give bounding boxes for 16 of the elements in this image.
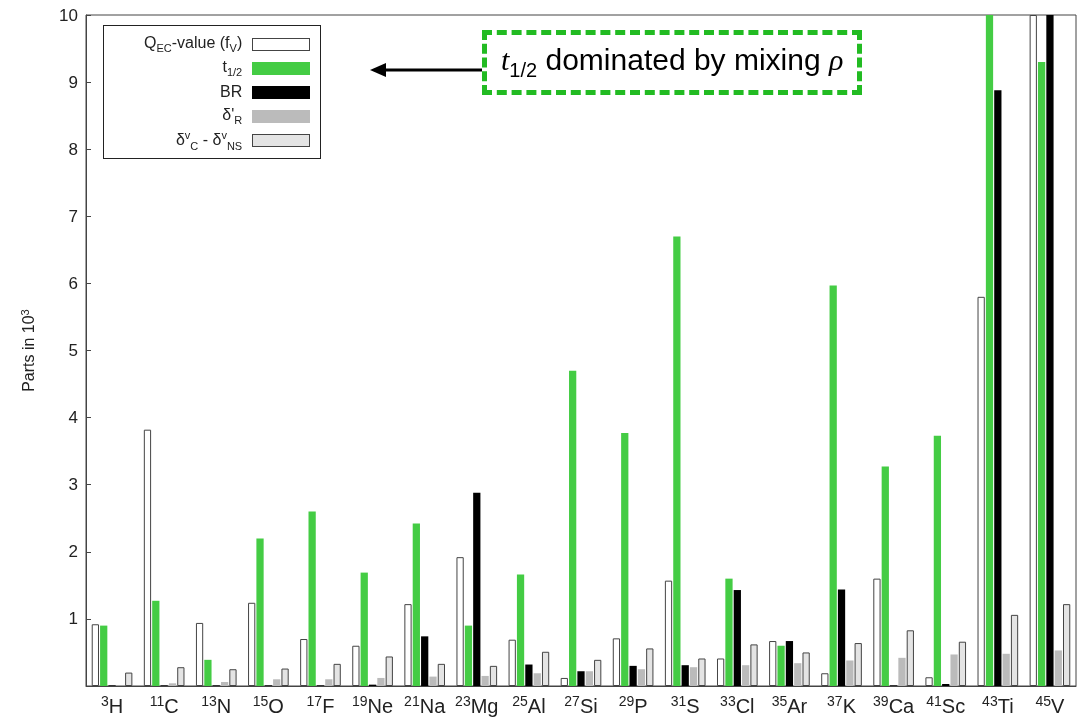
y-axis-title: Parts in 103: [18, 309, 37, 392]
y-tick-label: 10: [59, 5, 78, 25]
y-tick-label: 7: [68, 206, 78, 226]
y-tick-label: 1: [68, 609, 78, 629]
legend-label: t$_{1/2}$: [222, 57, 243, 79]
y-tick-label: 3: [68, 475, 78, 495]
y-tick-label: 2: [68, 542, 78, 562]
legend-label: Q$_{EC}$-value (f$_{V}$): [144, 33, 243, 55]
y-tick-label: 4: [68, 408, 78, 428]
annotation: t$_{1/2}$ dominated by mixing ρ: [482, 30, 863, 95]
y-tick-label: 8: [68, 139, 78, 159]
legend-label: δ'$_{R}$: [222, 105, 243, 127]
legend-label: BR: [219, 83, 243, 101]
y-tick-label: 5: [68, 341, 78, 360]
y-tick-label: 9: [68, 72, 78, 92]
y-tick-label: 6: [68, 273, 78, 293]
